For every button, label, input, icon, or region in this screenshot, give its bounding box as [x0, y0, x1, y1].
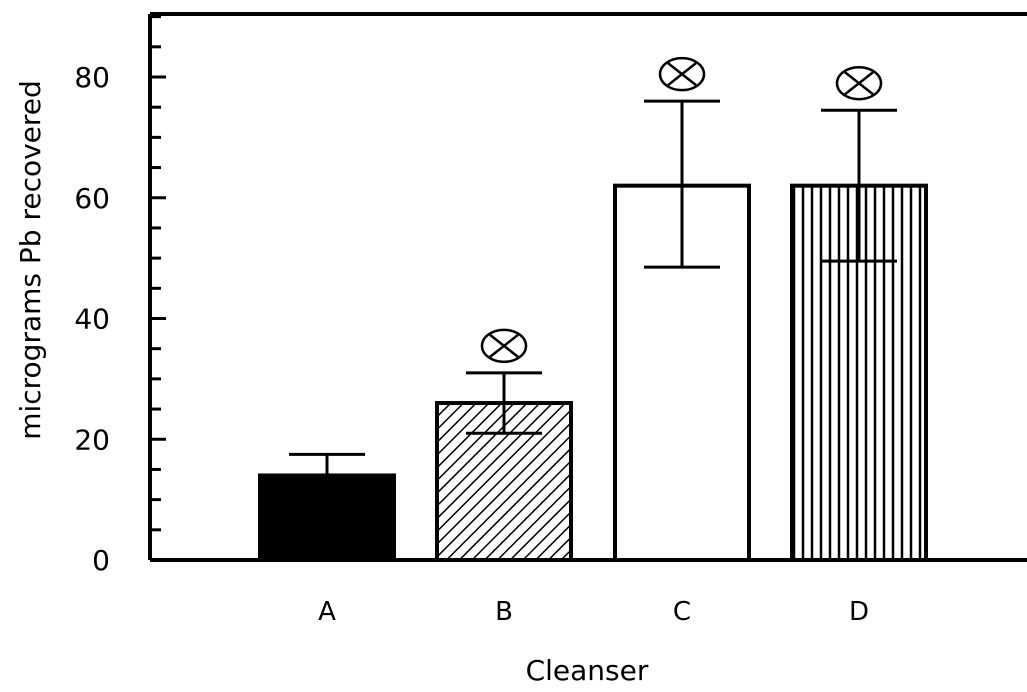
y-axis-ticks: 0 20 40 60 80 [74, 15, 166, 577]
x-tick-label-d: D [849, 597, 869, 627]
x-tick-label-c: C [673, 597, 691, 627]
x-tick-label-a: A [318, 597, 336, 627]
y-tick-label: 80 [74, 61, 110, 94]
y-tick-label: 20 [74, 423, 110, 456]
error-bars-group [289, 99, 897, 476]
bar-a [258, 473, 396, 563]
significance-markers-group [480, 56, 883, 364]
significance-marker-icon [480, 328, 528, 364]
y-tick-label: 60 [74, 182, 110, 215]
bars-group [258, 183, 928, 563]
y-axis-title: micrograms Pb recovered [14, 80, 47, 440]
significance-marker-icon [835, 65, 883, 101]
y-tick-label: 40 [74, 303, 110, 336]
x-tick-label-b: B [495, 597, 513, 627]
x-axis-tick-labels: A B C D [318, 597, 869, 627]
x-axis-title: Cleanser [526, 654, 649, 687]
significance-marker-icon [658, 56, 706, 92]
y-tick-label: 0 [92, 544, 110, 577]
